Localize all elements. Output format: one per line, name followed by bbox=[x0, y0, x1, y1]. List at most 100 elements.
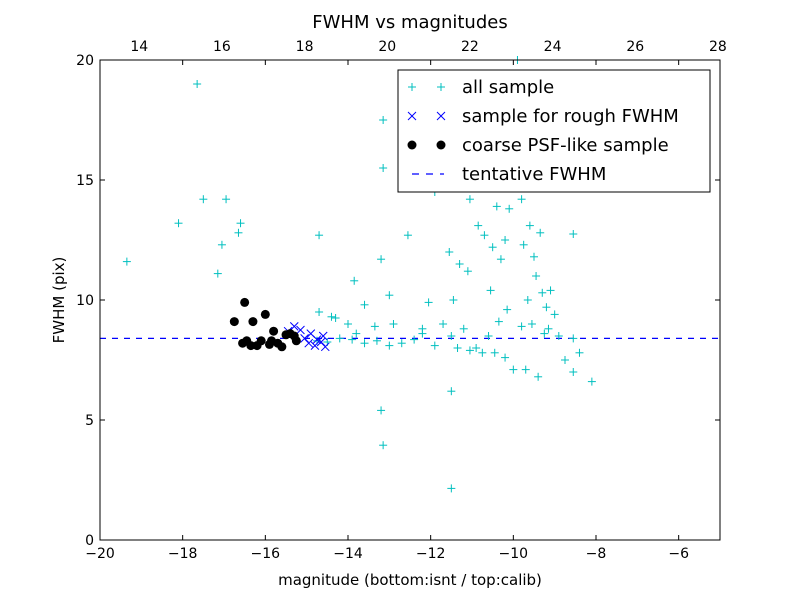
x-tick-label: −20 bbox=[85, 546, 115, 562]
all-point bbox=[430, 341, 439, 350]
all-point bbox=[350, 276, 359, 285]
all-point bbox=[587, 377, 596, 386]
all-point bbox=[385, 341, 394, 350]
all-point bbox=[360, 300, 369, 309]
all-point bbox=[534, 372, 543, 381]
legend-marker bbox=[407, 140, 417, 150]
all-point bbox=[530, 252, 538, 261]
coarse-point bbox=[260, 309, 270, 319]
all-point bbox=[174, 219, 183, 228]
all-point bbox=[453, 344, 462, 352]
all-point bbox=[480, 231, 489, 240]
x-axis-label: magnitude (bottom:isnt / top:calib) bbox=[278, 571, 542, 589]
all-point bbox=[550, 310, 559, 319]
legend-entry-all: all sample bbox=[408, 77, 554, 98]
all-point bbox=[370, 322, 379, 331]
all-point bbox=[352, 329, 361, 338]
rough-point bbox=[312, 335, 322, 344]
y-tick-label: 10 bbox=[76, 293, 94, 309]
all-point bbox=[505, 204, 514, 213]
all-point bbox=[527, 320, 536, 328]
legend-label: coarse PSF-like sample bbox=[462, 135, 669, 156]
all-point bbox=[348, 335, 357, 344]
all-point bbox=[554, 332, 563, 340]
all-point bbox=[410, 335, 419, 344]
all-point bbox=[463, 267, 472, 276]
top-tick-label: 24 bbox=[544, 39, 562, 55]
legend-entry-rough: sample for rough FWHM bbox=[407, 106, 679, 127]
all-point bbox=[389, 320, 398, 328]
top-axis: 14 16 18 20 22 24 26 28 bbox=[130, 39, 726, 55]
rough-point bbox=[296, 325, 305, 335]
all-point bbox=[315, 231, 324, 240]
all-point bbox=[397, 339, 406, 348]
coarse-point bbox=[291, 336, 301, 346]
coarse-point bbox=[229, 317, 239, 327]
all-point bbox=[372, 336, 381, 345]
y-tick-label: 15 bbox=[76, 173, 94, 189]
all-point bbox=[377, 255, 386, 264]
all-point bbox=[360, 339, 369, 348]
legend-label: all sample bbox=[462, 77, 554, 98]
all-point bbox=[538, 288, 547, 297]
all-point bbox=[315, 308, 324, 316]
all-point bbox=[222, 195, 231, 204]
legend-label: sample for rough FWHM bbox=[462, 106, 679, 127]
all-point bbox=[501, 236, 510, 244]
top-tick-label: 16 bbox=[213, 39, 231, 55]
all-point bbox=[213, 269, 222, 278]
all-point bbox=[523, 296, 532, 304]
coarse-point bbox=[269, 326, 279, 336]
all-point bbox=[193, 80, 202, 88]
coarse-point bbox=[246, 341, 256, 351]
y-axis-label: FWHM (pix) bbox=[50, 257, 68, 344]
left-axis: 0 5 10 15 20 bbox=[76, 53, 720, 549]
all-point bbox=[459, 324, 468, 333]
rough-point bbox=[304, 338, 314, 348]
x-tick-label: −6 bbox=[668, 546, 689, 562]
all-point bbox=[439, 320, 448, 328]
all-point bbox=[465, 195, 474, 204]
all-point bbox=[447, 332, 456, 340]
legend-marker bbox=[437, 83, 445, 91]
all-point bbox=[569, 368, 578, 376]
all-point bbox=[236, 219, 245, 228]
all-point bbox=[517, 322, 526, 331]
top-tick-label: 28 bbox=[709, 39, 727, 55]
all-point bbox=[492, 202, 501, 211]
all-point bbox=[488, 243, 497, 252]
y-tick-label: 0 bbox=[85, 533, 94, 549]
coarse-point bbox=[264, 339, 274, 349]
top-tick-label: 20 bbox=[378, 39, 396, 55]
all-point bbox=[544, 324, 553, 333]
all-point bbox=[474, 221, 483, 230]
coarse-point bbox=[238, 338, 248, 348]
all-point bbox=[503, 305, 512, 314]
x-tick-label: −8 bbox=[586, 546, 607, 562]
all-point bbox=[521, 365, 530, 374]
all-point bbox=[484, 332, 493, 340]
series-layer bbox=[122, 56, 596, 493]
bottom-axis: −20 −18 −16 −14 −12 −10 −8 −6 bbox=[85, 60, 689, 562]
all-point bbox=[496, 255, 505, 264]
all-point bbox=[501, 353, 510, 362]
legend-marker bbox=[436, 140, 446, 150]
rough-point bbox=[320, 342, 330, 352]
all-point bbox=[494, 317, 503, 326]
all-point bbox=[561, 356, 569, 364]
chart-title: FWHM vs magnitudes bbox=[312, 12, 507, 33]
all-point bbox=[569, 230, 578, 238]
all-point bbox=[217, 240, 226, 249]
y-tick-label: 20 bbox=[76, 53, 94, 69]
rough-point bbox=[310, 341, 320, 350]
all-point bbox=[122, 257, 131, 266]
all-point bbox=[517, 195, 526, 204]
legend: all sample sample for rough FWHM coarse PS… bbox=[397, 69, 711, 193]
coarse-point bbox=[277, 342, 287, 352]
all-point bbox=[509, 365, 518, 374]
x-tick-label: −14 bbox=[333, 546, 363, 562]
all-point bbox=[403, 231, 412, 240]
legend-marker bbox=[407, 111, 417, 121]
top-tick-label: 14 bbox=[130, 39, 148, 55]
